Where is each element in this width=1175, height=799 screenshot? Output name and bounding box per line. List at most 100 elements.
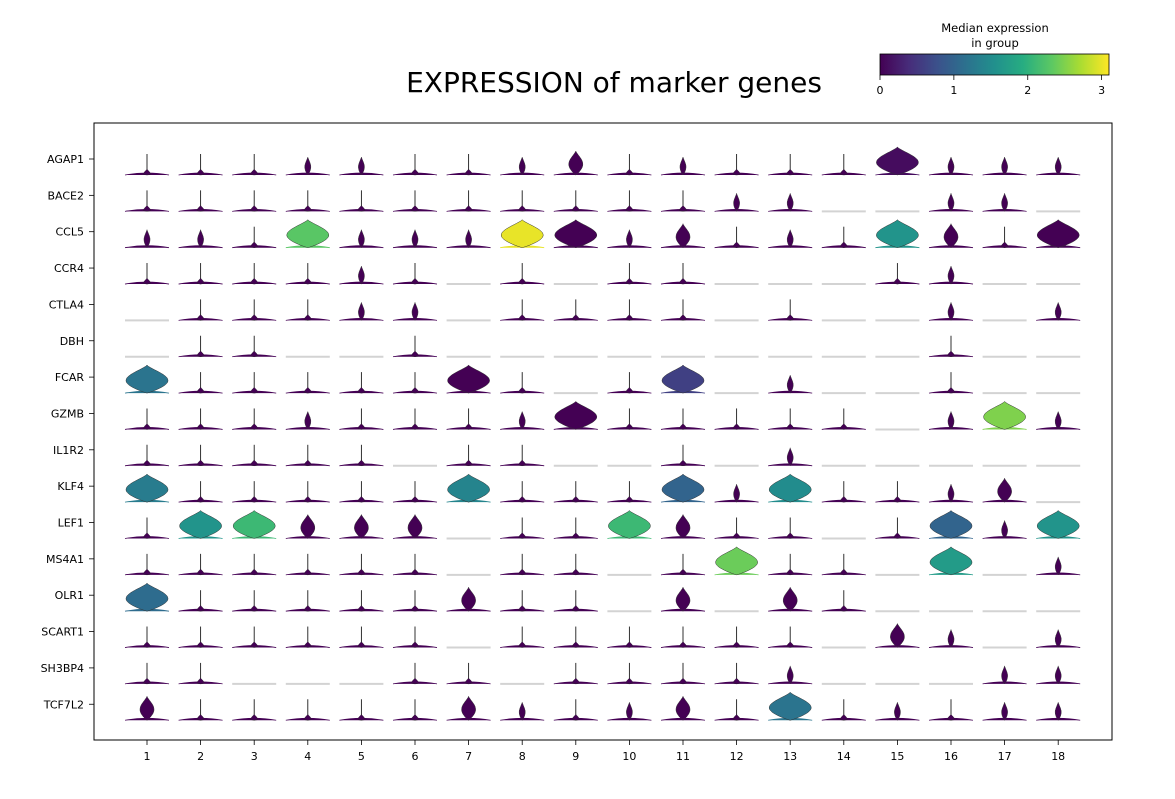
violin-GZMB-9: [553, 401, 598, 430]
violin-SH3BP4-6: [392, 662, 438, 685]
violin-LEF1-17: [982, 520, 1027, 539]
violin-KLF4-6: [392, 481, 438, 503]
violin-LEF1-6: [392, 513, 438, 539]
group-label-3: 3: [251, 750, 258, 763]
violin-CCR4-16: [928, 265, 974, 285]
violin-SCART1-9: [553, 626, 598, 648]
violin-TCF7L2-8: [500, 701, 545, 721]
violin-GZMB-17: [982, 401, 1027, 430]
violin-FCAR-5: [339, 372, 384, 394]
violin-CCL5-5: [339, 228, 384, 249]
violin-LEF1-4: [285, 513, 330, 539]
violin-MS4A1-5: [339, 553, 384, 576]
gene-label-IL1R2: IL1R2: [53, 444, 84, 457]
group-label-1: 1: [144, 750, 151, 763]
violin-SCART1-12: [714, 626, 759, 648]
violin-KLF4-8: [500, 481, 545, 503]
violin-SCART1-2: [178, 626, 223, 648]
violin-FCAR-4: [285, 372, 330, 394]
group-label-8: 8: [519, 750, 526, 763]
violin-SH3BP4-17: [982, 665, 1027, 685]
violin-GZMB-13: [768, 408, 813, 430]
colorbar-title-line2: in group: [971, 36, 1019, 50]
violin-DBH-2: [178, 335, 223, 358]
violin-AGAP1-14: [821, 154, 866, 176]
violin-KLF4-7: [446, 473, 491, 503]
violin-KLF4-13: [768, 473, 813, 503]
violin-GZMB-14: [821, 408, 866, 430]
violin-SH3BP4-18: [1036, 665, 1081, 685]
violin-SCART1-16: [928, 629, 974, 648]
violin-CCR4-3: [232, 263, 277, 285]
colorbar-tick-label: 1: [950, 84, 957, 97]
violin-DBH-3: [232, 335, 277, 358]
violin-TCF7L2-18: [1036, 701, 1081, 721]
violin-OLR1-14: [821, 590, 866, 612]
violin-BACE2-13: [768, 193, 813, 212]
violin-SCART1-18: [1036, 629, 1081, 648]
gene-label-DBH: DBH: [60, 335, 84, 348]
violin-CCL5-1: [124, 228, 170, 249]
violin-BACE2-16: [928, 193, 974, 212]
violin-BACE2-12: [714, 193, 759, 212]
violin-KLF4-3: [232, 481, 277, 503]
violin-TCF7L2-1: [124, 695, 170, 721]
violin-KLF4-5: [339, 481, 384, 503]
violin-FCAR-8: [500, 372, 545, 394]
violin-AGAP1-8: [500, 156, 545, 176]
violin-LEF1-10: [607, 510, 652, 539]
violin-DBH-16: [928, 335, 974, 358]
violin-LEF1-9: [553, 517, 598, 539]
gene-label-FCAR: FCAR: [55, 371, 85, 384]
violin-CCL5-4: [285, 219, 330, 249]
gene-label-SCART1: SCART1: [41, 626, 84, 639]
violin-SH3BP4-2: [178, 662, 223, 685]
violin-AGAP1-17: [982, 156, 1027, 176]
violin-CTLA4-6: [392, 301, 438, 321]
group-label-9: 9: [572, 750, 579, 763]
violin-CTLA4-13: [768, 299, 813, 321]
gene-label-BACE2: BACE2: [47, 189, 84, 202]
violin-LEF1-3: [232, 510, 277, 539]
group-label-6: 6: [412, 750, 419, 763]
group-label-5: 5: [358, 750, 365, 763]
violin-SCART1-10: [607, 626, 652, 648]
violin-MS4A1-18: [1036, 555, 1081, 576]
violin-OLR1-1: [124, 582, 170, 612]
violin-MS4A1-6: [392, 553, 438, 576]
violin-KLF4-14: [821, 481, 866, 503]
violin-SH3BP4-7: [446, 662, 491, 685]
group-label-10: 10: [622, 750, 636, 763]
group-label-17: 17: [998, 750, 1012, 763]
violin-MS4A1-4: [285, 553, 330, 576]
violin-TCF7L2-4: [285, 699, 330, 721]
violin-MS4A1-1: [124, 553, 170, 576]
violin-FCAR-13: [768, 375, 813, 394]
violin-FCAR-11: [660, 364, 706, 394]
violin-CCL5-9: [553, 219, 598, 249]
gene-label-CCR4: CCR4: [54, 262, 84, 275]
violin-CCL5-11: [660, 223, 706, 249]
gene-label-TCF7L2: TCF7L2: [43, 698, 84, 711]
violin-FCAR-10: [607, 372, 652, 394]
violin-OLR1-4: [285, 590, 330, 612]
violin-KLF4-15: [875, 481, 920, 503]
violin-MS4A1-14: [821, 553, 866, 576]
violin-MS4A1-16: [928, 546, 974, 576]
violin-CCR4-15: [875, 263, 920, 285]
violin-BACE2-5: [339, 190, 384, 212]
violin-CCL5-7: [446, 228, 491, 249]
violin-BACE2-1: [124, 190, 170, 212]
chart-title: EXPRESSION of marker genes: [406, 66, 822, 99]
violin-BACE2-17: [982, 193, 1027, 212]
violin-OLR1-7: [446, 586, 491, 612]
violin-GZMB-5: [339, 408, 384, 430]
violin-OLR1-9: [553, 590, 598, 612]
violin-LEF1-12: [714, 517, 759, 539]
violin-CCL5-10: [607, 228, 652, 249]
violin-AGAP1-5: [339, 156, 384, 176]
violin-FCAR-7: [446, 364, 491, 394]
violin-SH3BP4-9: [553, 662, 598, 685]
violin-KLF4-11: [660, 473, 706, 503]
violin-CCR4-2: [178, 263, 223, 285]
